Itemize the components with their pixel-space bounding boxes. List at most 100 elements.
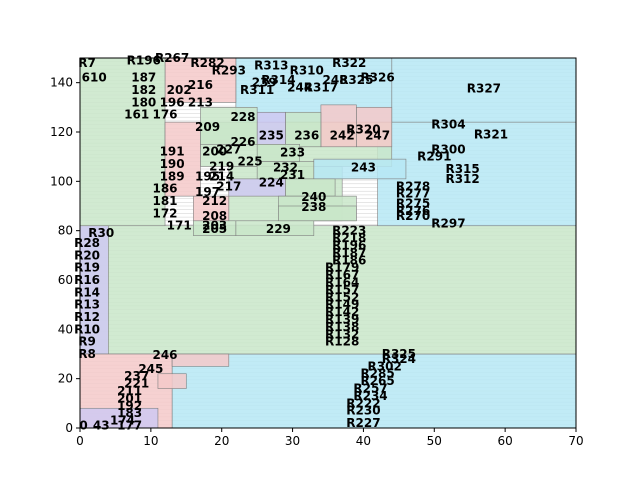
rect-label: R149 [325, 298, 359, 312]
rect-label: 610 [82, 71, 107, 85]
rect-label: R196 [127, 53, 161, 67]
treemap-rect [356, 107, 393, 148]
rect-label: 171 [167, 219, 192, 233]
x-tick-label: 60 [498, 434, 513, 448]
rect-label: R326 [360, 71, 394, 85]
rect-label: R16 [74, 273, 100, 287]
treemap-rect [200, 107, 258, 145]
rect-label: 209 [195, 120, 220, 134]
rect-label: 176 [152, 108, 177, 122]
treemap-rect [377, 121, 577, 227]
treemap-rect [79, 57, 166, 227]
rect-label: R327 [467, 82, 501, 96]
rect-label: 238 [301, 200, 326, 214]
rect-label: R187 [332, 246, 366, 260]
rect-label: R7 [78, 56, 96, 70]
treemap-rects [79, 57, 577, 429]
rect-label: 187 [131, 71, 156, 85]
rect-label: 181 [152, 194, 177, 208]
rect-label: 216 [188, 78, 213, 92]
rect-label: R13 [74, 298, 100, 312]
rect-label: R282 [190, 56, 224, 70]
rect-label: R278 [396, 179, 430, 193]
rect-label: 240 [301, 190, 326, 204]
rect-label: 43 [93, 419, 110, 433]
treemap-rect [171, 353, 230, 367]
treemap-rect [313, 158, 407, 180]
rect-label: R30 [88, 226, 114, 240]
rect-label: 174 [110, 414, 135, 428]
rect-label: R300 [431, 142, 465, 156]
rect-label: R28 [74, 236, 100, 250]
rect-label: 182 [131, 83, 156, 97]
x-tick-label: 10 [143, 434, 158, 448]
rect-label: 231 [280, 168, 305, 182]
rect-label: R317 [304, 81, 338, 95]
treemap-rect [278, 205, 357, 222]
rect-label: R157 [325, 283, 359, 297]
rect-label: 205 [202, 222, 227, 236]
rect-label: 217 [216, 179, 241, 193]
y-tick-label: 0 [65, 421, 73, 435]
rect-label: R321 [474, 127, 508, 141]
y-axis: 0 20 40 60 80 100 120 140 [50, 76, 80, 435]
y-tick-label: 80 [58, 224, 73, 238]
rect-label: 197 [195, 185, 220, 199]
rect-label: R312 [445, 172, 479, 186]
plot-frame [79, 57, 577, 429]
rect-label: R324 [382, 352, 416, 366]
rect-label: 180 [131, 95, 156, 109]
rect-label: 211 [117, 384, 142, 398]
rect-label: R138 [325, 320, 359, 334]
rect-label: 0 [79, 419, 87, 433]
rect-label: 221 [124, 377, 149, 391]
rect-label: R322 [332, 56, 366, 70]
treemap-rect [164, 121, 201, 197]
rect-label: R297 [431, 216, 465, 230]
rect-label: 229 [266, 222, 291, 236]
rect-label: 219 [209, 160, 234, 174]
rect-label: R315 [445, 162, 479, 176]
rect-label: 200 [202, 145, 227, 159]
rect-label: R223 [332, 224, 366, 238]
treemap-rect [235, 220, 315, 236]
y-tick-label: 120 [50, 125, 73, 139]
rect-label: 196 [160, 95, 185, 109]
x-tick-label: 20 [214, 434, 229, 448]
treemap-rect [157, 373, 187, 389]
rect-label: R9 [78, 335, 96, 349]
x-tick-label: 70 [568, 434, 583, 448]
rect-label: R132 [325, 327, 359, 341]
rect-label: 186 [152, 182, 177, 196]
rect-label: 244 [287, 81, 312, 95]
rect-label: 213 [188, 95, 213, 109]
rect-label: R128 [325, 335, 359, 349]
rect-label: R320 [346, 123, 380, 137]
rect-label: R222 [346, 396, 380, 410]
rect-label: R12 [74, 310, 100, 324]
rect-label: 225 [238, 155, 263, 169]
rect-label: 191 [160, 145, 185, 159]
treemap-rect [193, 195, 230, 222]
rect-label: 195 [195, 169, 220, 183]
rect-label: 192 [117, 399, 142, 413]
rect-label: 214 [209, 169, 234, 183]
rect-label: R293 [212, 63, 246, 77]
rect-label: R265 [360, 374, 394, 388]
rect-label: R285 [360, 367, 394, 381]
rect-label: 248 [323, 73, 348, 87]
rect-label: 245 [138, 362, 163, 376]
rect-label: R276 [396, 204, 430, 218]
rect-label: 224 [259, 175, 284, 189]
rect-label: R218 [332, 231, 366, 245]
rect-label: 247 [365, 128, 390, 142]
y-tick-label: 40 [58, 322, 73, 336]
rect-label: R179 [325, 261, 359, 275]
rect-label: 226 [230, 135, 255, 149]
treemap-rect [164, 57, 237, 103]
y-tick-label: 60 [58, 273, 73, 287]
rect-label: R167 [325, 268, 359, 282]
rect-label: 228 [230, 110, 255, 124]
x-tick-label: 50 [427, 434, 442, 448]
